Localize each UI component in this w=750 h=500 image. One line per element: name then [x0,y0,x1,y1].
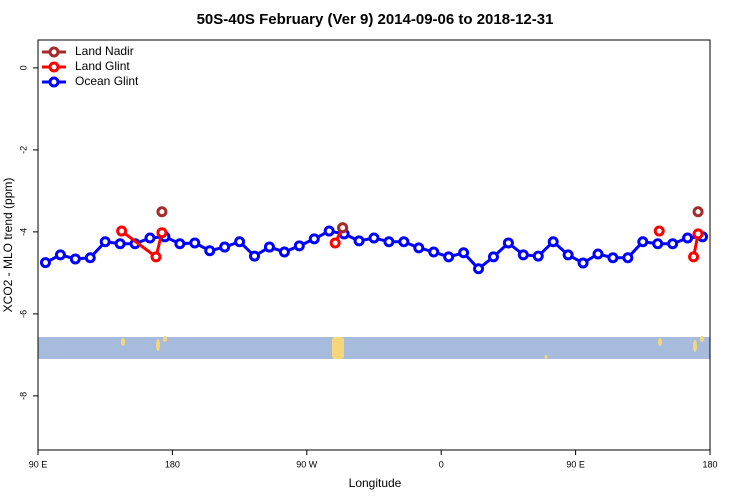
y-tick-label: -2 [18,146,28,154]
data-point [323,225,335,237]
data-point [502,237,514,249]
data-point [652,238,664,250]
x-tick-label: 180 [165,459,180,469]
data-point [219,241,231,253]
data-point [692,206,704,218]
data-point [84,252,96,264]
data-point [592,248,604,260]
data-point [413,242,425,254]
y-tick-label: -8 [18,392,28,400]
y-tick-label: 0 [18,65,28,70]
plot-frame [37,39,711,451]
x-tick-label: 0 [439,459,444,469]
legend-marker [48,76,60,88]
data-point [637,236,649,248]
x-tick-label: 90 E [29,459,48,469]
data-point [473,263,485,275]
data-point [308,233,320,245]
y-axis-label: XCO2 - MLO trend (ppm) [1,178,15,313]
data-point [234,236,246,248]
data-point [562,249,574,261]
data-point [150,251,162,263]
data-point [667,238,679,250]
data-point [156,206,168,218]
data-point [263,241,275,253]
data-point [607,252,619,264]
data-point [204,245,216,257]
data-point [116,225,128,237]
data-point [398,236,410,248]
legend-label: Ocean Glint [75,74,139,88]
x-axis-label: Longitude [349,476,402,490]
data-point [174,238,186,250]
data-point [428,246,440,258]
land-mask [38,336,710,359]
data-point [622,252,634,264]
data-point [114,238,126,250]
data-point [39,257,51,269]
data-point [532,250,544,262]
data-point [443,251,455,263]
data-point [337,222,349,234]
data-point [249,250,261,262]
chart-title: 50S-40S February (Ver 9) 2014-09-06 to 2… [197,11,554,28]
data-point [688,251,700,263]
data-point [99,236,111,248]
legend-marker [48,61,60,73]
data-point [487,251,499,263]
data-point [353,235,365,247]
data-point [653,225,665,237]
data-point [144,232,156,244]
x-tick-label: 180 [702,459,717,469]
data-point [329,237,341,249]
data-point [577,257,589,269]
data-point [293,240,305,252]
y-tick-label: -4 [18,228,28,236]
legend-marker [48,46,60,58]
data-point [278,246,290,258]
data-point [517,249,529,261]
y-tick-label: -6 [18,310,28,318]
data-point [69,253,81,265]
data-point [383,236,395,248]
x-tick-label: 90 E [566,459,585,469]
data-point [368,232,380,244]
data-point [458,247,470,259]
data-point [54,249,66,261]
x-tick-label: 90 W [296,459,318,469]
legend-label: Land Glint [75,59,130,73]
data-point [682,232,694,244]
data-point [156,227,168,239]
data-point [547,236,559,248]
legend-label: Land Nadir [75,44,134,58]
data-point [189,237,201,249]
data-point [692,228,704,240]
